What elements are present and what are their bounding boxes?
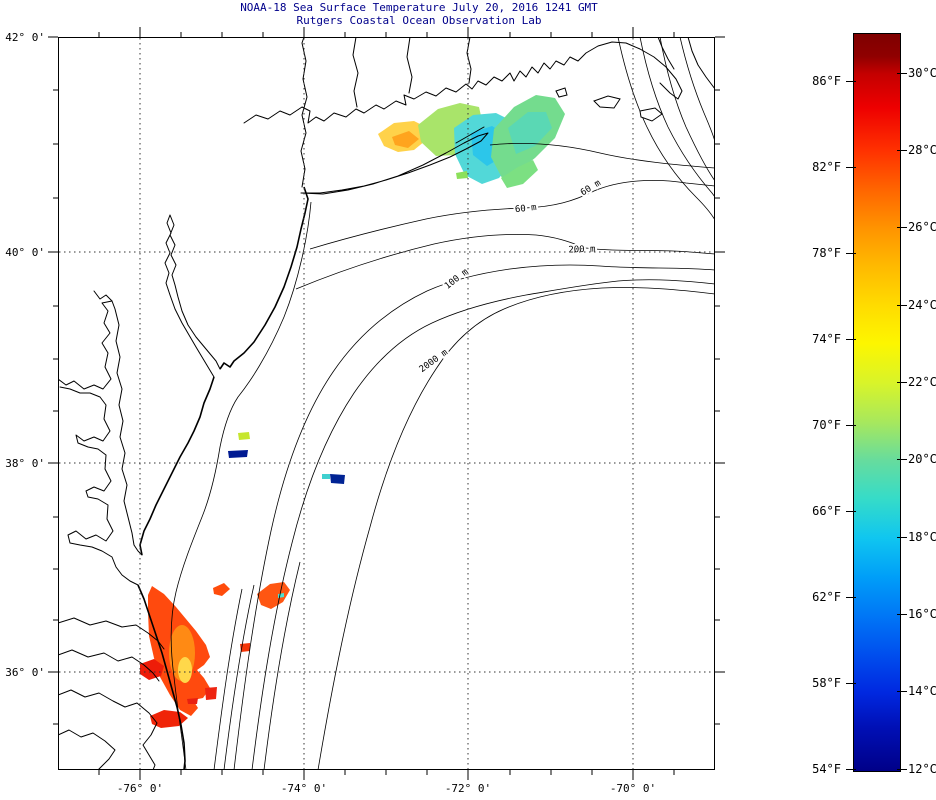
colorbar — [853, 33, 901, 772]
colorbar-tick — [897, 72, 907, 74]
bathymetry-depth-label: 60 m — [579, 178, 603, 198]
colorbar-celsius-label: 14°C — [908, 684, 936, 698]
map-svg: 60 m 60 m 200 m 100 m 2000 m — [58, 37, 715, 770]
colorbar-tick — [846, 768, 856, 770]
colorbar-fahrenheit-label: 54°F — [812, 762, 841, 776]
colorbar-celsius-label: 16°C — [908, 607, 936, 621]
colorbar-fahrenheit-label: 58°F — [812, 676, 841, 690]
sst-color-layer — [140, 95, 565, 728]
sst-patch — [257, 582, 290, 609]
colorbar-tick — [897, 690, 907, 692]
colorbar-celsius-label: 12°C — [908, 762, 936, 776]
colorbar-fahrenheit-label: 70°F — [812, 418, 841, 432]
colorbar-fahrenheit-label: 74°F — [812, 332, 841, 346]
colorbar-tick — [897, 381, 907, 383]
colorbar-fahrenheit-label: 82°F — [812, 160, 841, 174]
colorbar-tick — [846, 510, 856, 512]
y-axis-tick-label: 40° 0' — [5, 246, 45, 259]
colorbar-tick — [846, 80, 856, 82]
sst-patch — [213, 583, 230, 596]
colorbar-tick — [897, 226, 907, 228]
colorbar-tick — [897, 613, 907, 615]
colorbar-tick — [846, 166, 856, 168]
colorbar-celsius-label: 24°C — [908, 298, 936, 312]
colorbar-fahrenheit-label: 86°F — [812, 74, 841, 88]
colorbar-tick — [897, 536, 907, 538]
colorbar-celsius-label: 30°C — [908, 66, 936, 80]
colorbar-celsius-label: 26°C — [908, 220, 936, 234]
colorbar-celsius-label: 28°C — [908, 143, 936, 157]
x-axis-tick-label: -74° 0' — [281, 782, 327, 795]
contour-label-layer: 60 m 60 m 200 m 100 m 2000 m — [416, 176, 605, 377]
figure-title-line1: NOAA-18 Sea Surface Temperature July 20,… — [240, 1, 598, 14]
sst-patch — [178, 657, 192, 683]
sst-patch — [238, 432, 250, 440]
sst-patch — [187, 698, 198, 704]
colorbar-fahrenheit-label: 78°F — [812, 246, 841, 260]
sst-patch — [205, 687, 217, 700]
figure-title-line2: Rutgers Coastal Ocean Observation Lab — [296, 14, 542, 27]
x-axis-tick-label: -70° 0' — [610, 782, 656, 795]
sst-patch — [228, 450, 248, 458]
x-axis-tick-label: -72° 0' — [445, 782, 491, 795]
colorbar-celsius-label: 18°C — [908, 530, 936, 544]
colorbar-tick — [897, 149, 907, 151]
colorbar-tick — [846, 682, 856, 684]
y-axis-tick-label: 36° 0' — [5, 666, 45, 679]
map-plot-area: 60 m 60 m 200 m 100 m 2000 m — [58, 37, 715, 770]
colorbar-celsius-label: 20°C — [908, 452, 936, 466]
colorbar-fahrenheit-label: 66°F — [812, 504, 841, 518]
colorbar-tick — [846, 424, 856, 426]
y-axis-tick-label: 42° 0' — [5, 31, 45, 44]
colorbar-tick — [897, 768, 907, 770]
bathymetry-depth-label: 60 m — [514, 203, 537, 215]
colorbar-fahrenheit-label: 62°F — [812, 590, 841, 604]
colorbar-celsius-label: 22°C — [908, 375, 936, 389]
bathymetry-depth-label: 100 m — [443, 267, 471, 292]
bathymetry-depth-label: 2000 m — [418, 348, 450, 375]
colorbar-tick — [897, 304, 907, 306]
sst-patch — [456, 171, 468, 179]
sst-patch — [322, 474, 330, 479]
colorbar-tick — [897, 458, 907, 460]
colorbar-tick — [846, 338, 856, 340]
bathymetry-depth-label: 200 m — [568, 245, 595, 256]
colorbar-tick — [846, 596, 856, 598]
x-axis-tick-label: -76° 0' — [117, 782, 163, 795]
colorbar-tick — [846, 252, 856, 254]
sst-patch — [330, 474, 345, 484]
y-axis-tick-label: 38° 0' — [5, 457, 45, 470]
